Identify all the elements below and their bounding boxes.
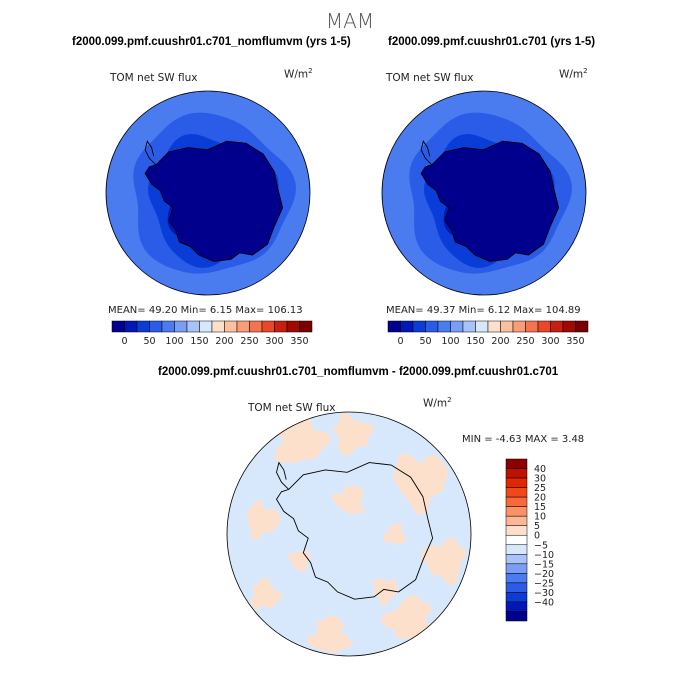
panel-1-stats: MEAN= 49.20 Min= 6.15 Max= 106.13 xyxy=(108,305,303,316)
panel-3-peninsula-outline xyxy=(276,461,290,490)
panel-3-colorbar-box xyxy=(505,496,528,507)
panel-3-colorbar-tick-label: −20 xyxy=(534,569,554,580)
panel-3-colorbar-box xyxy=(505,544,528,555)
panel-3-colorbar-box xyxy=(505,563,528,574)
panel-3-colorbar-tick-label: 10 xyxy=(534,512,546,523)
panel-3-field xyxy=(227,412,471,656)
panel-3-positive-patch xyxy=(383,523,407,546)
panel-1-colorbar-tick-label: 350 xyxy=(290,336,308,347)
panel-1-antarctica-outline xyxy=(144,140,284,262)
panel-3-colorbar-box xyxy=(505,611,528,622)
panel-1-units-label: W/m2 xyxy=(284,67,313,81)
panel-3-colorbar-box xyxy=(505,534,528,546)
panel-3-colorbar-tick-label: −10 xyxy=(534,550,554,561)
season-title: MAM xyxy=(325,9,375,33)
panel-3-positive-patch xyxy=(393,453,448,516)
panel-3-colorbar-box xyxy=(505,458,528,469)
panel-2-units-label: W/m2 xyxy=(559,67,588,81)
panel-3-positive-patch xyxy=(333,413,374,456)
panel-1-map-border xyxy=(105,90,311,296)
panel-3-positive-patch xyxy=(421,537,467,586)
panel-3-colorbar-tick-label: 30 xyxy=(534,474,546,485)
panel-1-colorbar-tick-label: 300 xyxy=(265,336,283,347)
panel-3-positive-patch xyxy=(380,594,432,643)
panel-3-colorbar-box xyxy=(505,582,528,593)
panel-1-colorbar-tick-label: 50 xyxy=(143,336,155,347)
panel-3-map-border xyxy=(226,411,472,657)
panel-3-colorbar-box xyxy=(505,525,528,536)
panel-3-colorbar-tick-label: −5 xyxy=(534,540,548,551)
panel-2-antarctica-outline xyxy=(420,140,560,262)
panel-3-colorbar-tick-label: −25 xyxy=(534,578,554,589)
panel-2-field xyxy=(382,91,586,295)
panel-3-colorbar-tick-label: 40 xyxy=(534,464,546,475)
panel-3-colorbar-tick-label: −15 xyxy=(534,559,554,570)
panel-3-positive-patch xyxy=(250,577,283,610)
panel-2-colorbar-tick-label: 100 xyxy=(441,336,459,347)
panel-3-colorbar-tick-label: 15 xyxy=(534,502,546,513)
panel-3-colorbar-box xyxy=(505,506,528,517)
panel-2-colorbar-box xyxy=(575,320,589,333)
panel-2-colorbar-tick-label: 300 xyxy=(541,336,559,347)
panel-1-colorbar-tick-label: 150 xyxy=(190,336,208,347)
panel-3-colorbar-tick-label: 5 xyxy=(534,521,540,532)
panel-2-colorbar-tick-label: 50 xyxy=(419,336,431,347)
panel-3-positive-patch xyxy=(372,578,399,606)
panel-3-title: f2000.099.pmf.cuushr01.c701_nomflumvm - … xyxy=(158,366,559,378)
panel-2-colorbar-tick-label: 150 xyxy=(466,336,484,347)
panel-3-colorbar-tick-label: 0 xyxy=(534,531,540,542)
panel-1-title: f2000.099.pmf.cuushr01.c701_nomflumvm (y… xyxy=(72,36,351,48)
panel-1-colorbar-box xyxy=(299,320,313,333)
panel-2-variable-label: TOM net SW flux xyxy=(386,72,474,84)
panel-2-colorbar-tick-label: 0 xyxy=(397,336,403,347)
panel-3-positive-patch xyxy=(247,500,281,540)
panel-3-colorbar-box xyxy=(505,477,528,488)
panel-3-colorbar-box xyxy=(505,487,528,498)
panel-2-colorbar-tick-label: 250 xyxy=(516,336,534,347)
panel-2-colorbar-tick-label: 350 xyxy=(566,336,584,347)
panel-2-peninsula-outline xyxy=(420,140,433,166)
panel-3-colorbar-tick-label: 20 xyxy=(534,493,546,504)
panel-3-colorbar-box xyxy=(505,592,528,603)
panel-3-positive-patch xyxy=(331,485,364,515)
panel-1-colorbar-tick-label: 0 xyxy=(121,336,127,347)
panel-1-peninsula-outline xyxy=(144,140,157,166)
panel-2-stats: MEAN= 49.37 Min= 6.12 Max= 104.89 xyxy=(386,305,581,316)
panel-3-colorbar-box xyxy=(505,573,528,584)
panel-1-variable-label: TOM net SW flux xyxy=(110,72,198,84)
panel-1-colorbar-tick-label: 100 xyxy=(165,336,183,347)
panel-3-colorbar-box xyxy=(505,601,528,612)
panel-3-colorbar-tick-label: −30 xyxy=(534,588,554,599)
panel-3-positive-patch xyxy=(307,615,352,654)
panel-3-colorbar-tick-label: −40 xyxy=(534,597,554,608)
panel-3-variable-label: TOM net SW flux xyxy=(248,402,336,414)
panel-3-antarctica-outline xyxy=(275,462,434,600)
panel-3-colorbar-box xyxy=(505,515,528,526)
panel-2-colorbar-tick-label: 200 xyxy=(491,336,509,347)
panel-1-field xyxy=(106,91,310,295)
panel-2-map-border xyxy=(381,90,587,296)
panel-3-units-label: W/m2 xyxy=(423,396,452,410)
panel-1-colorbar-tick-label: 200 xyxy=(215,336,233,347)
panel-3-colorbar-box xyxy=(505,554,528,565)
panel-2-title: f2000.099.pmf.cuushr01.c701 (yrs 1-5) xyxy=(388,36,596,48)
panel-1-colorbar-tick-label: 250 xyxy=(240,336,258,347)
panel-3-colorbar-box xyxy=(505,468,528,479)
panel-3-colorbar-tick-label: 25 xyxy=(534,483,546,494)
panel-3-stats: MIN = -4.63 MAX = 3.48 xyxy=(462,434,585,445)
